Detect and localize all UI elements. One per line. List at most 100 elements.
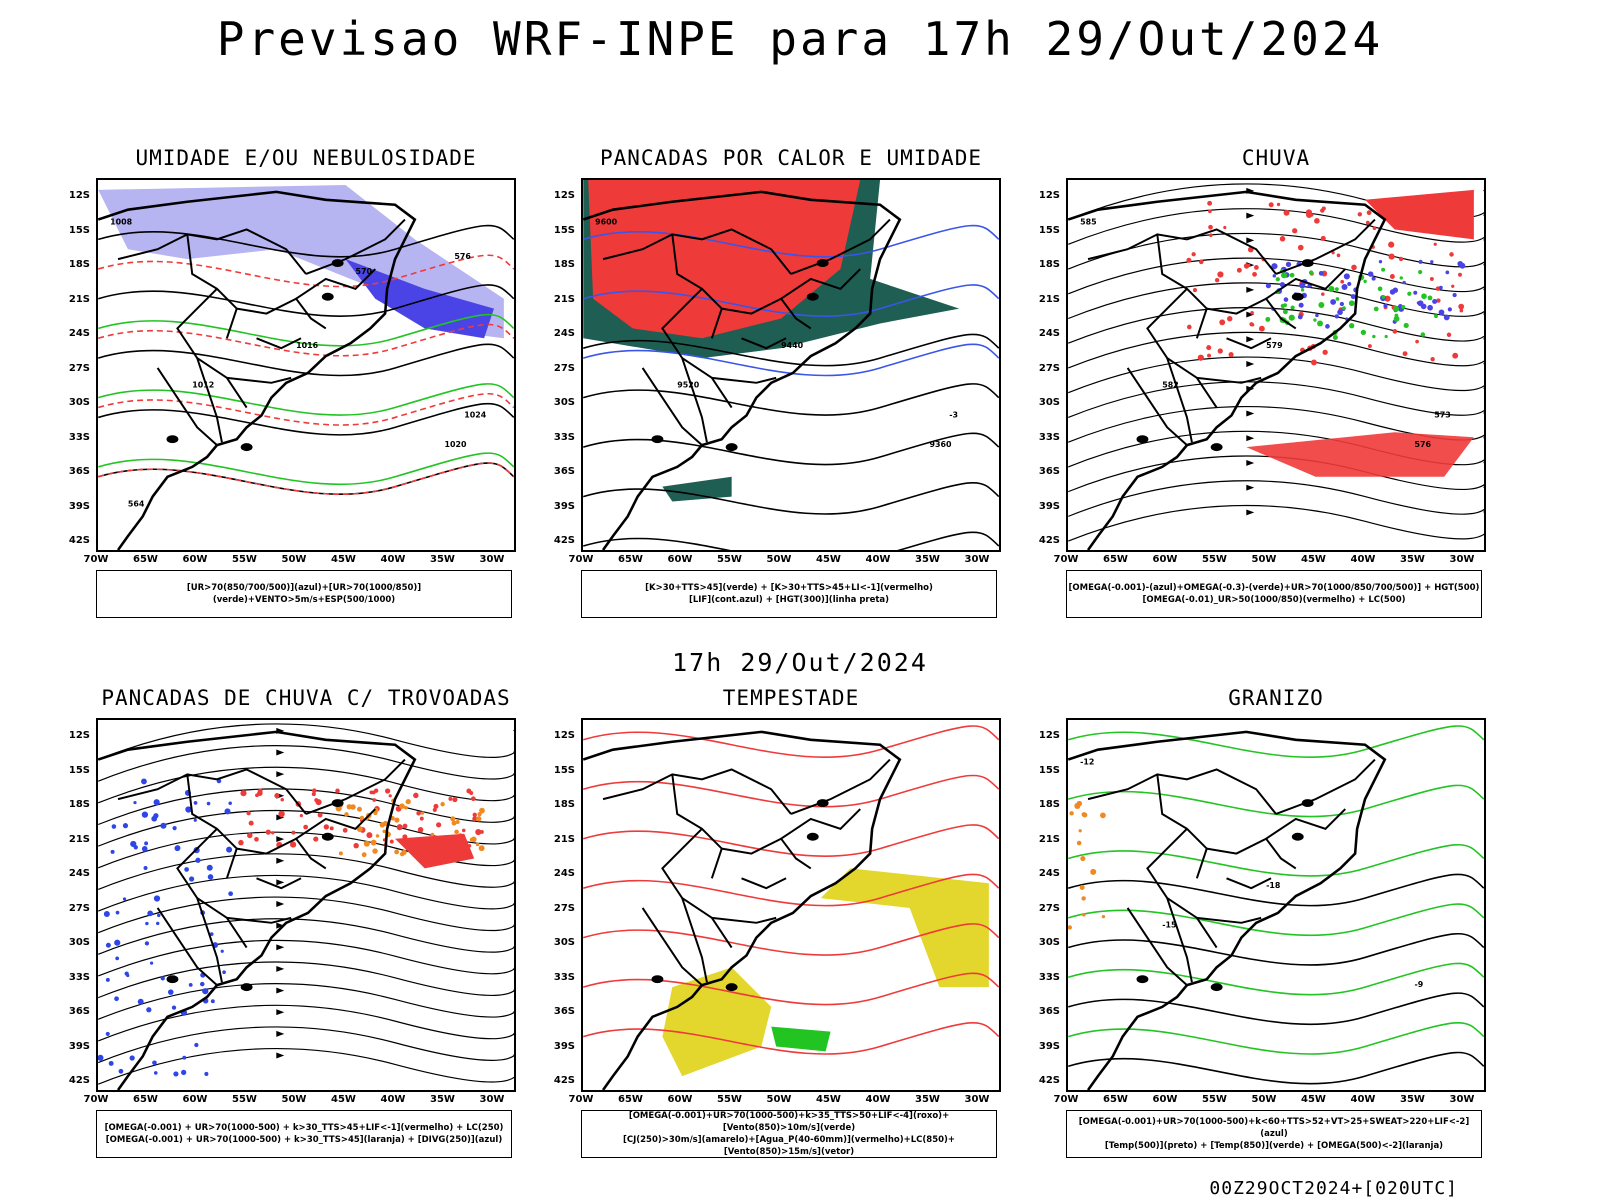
longitude-tick-label: 50W <box>1251 554 1277 565</box>
precip-cell <box>1207 200 1213 206</box>
precip-cell <box>1337 309 1343 316</box>
streamline <box>1068 504 1484 542</box>
precip-cell <box>1336 253 1341 258</box>
precip-cell <box>466 788 472 794</box>
political-border <box>711 376 777 384</box>
wind-arrow <box>1246 509 1255 516</box>
shaded-area <box>820 868 989 988</box>
precip-cell <box>1372 334 1376 339</box>
latitude-tick-label: 12S <box>68 730 90 741</box>
latitude-tick-label: 33S <box>1038 971 1060 983</box>
precip-cell <box>314 798 319 803</box>
latitude-tick-label: 24S <box>1038 328 1060 339</box>
precip-cell <box>1367 344 1372 348</box>
precip-cell <box>1258 325 1265 332</box>
forecast-map <box>581 718 1001 1092</box>
precip-cell <box>167 989 174 995</box>
precip-cell <box>200 981 205 987</box>
precip-cell <box>1330 299 1337 305</box>
precip-cell <box>1275 277 1280 282</box>
political-border <box>117 768 307 815</box>
precip-cell <box>1367 271 1374 277</box>
precip-cell <box>1313 318 1317 322</box>
precip-cell <box>329 826 334 831</box>
latitude-tick-label: 12S <box>553 190 575 201</box>
contour-line <box>98 462 514 495</box>
precip-cell <box>382 829 386 834</box>
precip-cell <box>1449 252 1454 257</box>
contour-line <box>1068 933 1484 966</box>
political-border <box>1206 297 1297 330</box>
longitude-tick-label: 50W <box>281 1094 307 1105</box>
precip-cell <box>1279 236 1286 242</box>
political-border <box>117 228 307 275</box>
latitude-tick-label: 39S <box>553 500 575 512</box>
streamline <box>98 723 514 761</box>
precip-cell <box>1289 316 1293 321</box>
precip-cell <box>470 796 476 802</box>
political-border <box>1226 337 1272 350</box>
latitude-tick-label: 33S <box>553 971 575 983</box>
political-border <box>1156 234 1208 339</box>
precip-cell <box>1206 345 1212 351</box>
lake <box>816 259 829 268</box>
streamline <box>98 1047 514 1085</box>
precip-cell <box>1192 288 1198 293</box>
precip-cell <box>1451 284 1455 288</box>
precip-cell <box>1280 303 1286 309</box>
precip-cell <box>240 790 247 797</box>
contour-label: 1020 <box>445 440 468 449</box>
precip-cell <box>1197 354 1204 361</box>
longitude-tick-label: 30W <box>1449 1094 1475 1105</box>
precip-cell <box>1308 270 1314 275</box>
contour-line <box>1068 962 1484 996</box>
political-border <box>1226 877 1272 890</box>
longitude-tick-label: 45W <box>1301 1094 1326 1105</box>
latitude-tick-label: 12S <box>1038 730 1060 741</box>
latitude-tick-label: 18S <box>1038 799 1060 810</box>
precip-cell <box>157 913 161 918</box>
precip-cell <box>342 827 348 833</box>
precip-cell <box>1276 202 1281 207</box>
latitude-tick-label: 33S <box>68 971 90 983</box>
precip-cell <box>1321 292 1325 296</box>
precip-cell <box>1318 302 1325 308</box>
precip-cell <box>118 1068 124 1074</box>
precip-cell <box>1272 274 1277 278</box>
precip-cell <box>1402 280 1406 285</box>
precip-cell <box>153 895 161 902</box>
precip-cell <box>1187 324 1192 330</box>
precip-cell <box>1068 925 1072 930</box>
longitude-tick-label: 60W <box>182 554 208 565</box>
precip-cell <box>394 817 400 823</box>
political-border <box>671 774 723 879</box>
political-border <box>1087 768 1277 815</box>
wind-arrow <box>1246 361 1255 367</box>
contour-line <box>98 462 514 495</box>
precip-cell <box>103 911 110 918</box>
precip-cell <box>129 1055 135 1061</box>
precip-cell <box>1332 334 1338 340</box>
contour-line <box>98 313 514 347</box>
political-border <box>1087 228 1277 275</box>
wind-arrow <box>276 965 285 972</box>
wind-arrow <box>276 1030 285 1037</box>
contour-line <box>1068 784 1484 818</box>
contour-line <box>1068 1051 1484 1085</box>
precip-cell <box>1388 241 1395 248</box>
forecast-map: 9600 9520 9440 9360 -3 <box>581 178 1001 552</box>
precip-cell <box>303 824 309 830</box>
precip-cell <box>448 796 453 801</box>
precip-cell <box>1343 273 1350 280</box>
precip-cell <box>372 848 378 854</box>
precip-cell <box>1443 314 1450 321</box>
precip-cell <box>1418 269 1423 275</box>
precip-cell <box>311 792 316 797</box>
longitude-tick-label: 40W <box>1350 554 1376 565</box>
longitude-tick-label: 40W <box>1350 1094 1376 1105</box>
precip-cell <box>1388 253 1395 260</box>
precip-cell <box>379 822 386 828</box>
precip-cell <box>475 842 480 847</box>
latitude-tick-label: 12S <box>68 190 90 201</box>
precip-cell <box>222 970 226 975</box>
